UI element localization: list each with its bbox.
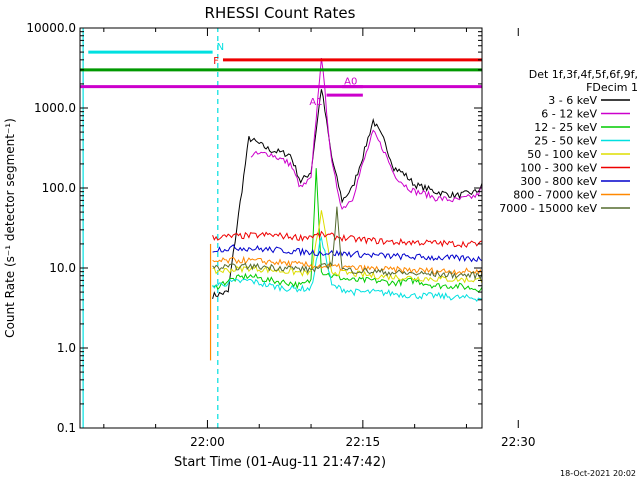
legend-header: FDecim 1 <box>586 81 638 94</box>
series-line <box>212 206 482 281</box>
legend-entry-label: 50 - 100 keV <box>527 148 597 161</box>
flag-label: A1 <box>309 97 322 108</box>
timestamp: 18-Oct-2021 20:02 <box>560 469 636 478</box>
flag-label: N <box>217 42 224 53</box>
y-tick-label: 10.0 <box>49 261 76 275</box>
series-line <box>212 168 482 293</box>
y-tick-label: 100.0 <box>42 181 76 195</box>
x-tick-label: 22:30 <box>501 435 536 449</box>
legend-entry-label: 3 - 6 keV <box>548 94 597 107</box>
series-line <box>212 89 482 300</box>
y-tick-label: 1.0 <box>57 341 76 355</box>
y-tick-label: 10000.0 <box>26 21 76 35</box>
legend-entry-label: 25 - 50 keV <box>534 135 597 148</box>
flag-label: F <box>213 56 219 67</box>
series-line <box>212 255 482 276</box>
plot-frame <box>79 27 483 429</box>
y-axis: 0.1 1.0 10.0 100.0 1000.0 10000.0 <box>26 21 482 435</box>
series-line <box>212 230 482 249</box>
series-line <box>212 210 482 284</box>
legend-entry-label: 300 - 800 keV <box>520 175 597 188</box>
x-tick-label: 22:15 <box>346 435 381 449</box>
legend-entry-label: 100 - 300 keV <box>520 162 597 175</box>
y-axis-label: Count Rate (s⁻¹ detector segment⁻¹) <box>3 118 17 338</box>
x-tick-label: 22:00 <box>190 435 225 449</box>
flag-label: A0 <box>344 77 357 88</box>
series-line <box>212 244 482 263</box>
series-line <box>250 58 482 211</box>
legend-header: Det 1f,3f,4f,5f,6f,9f, <box>529 68 638 81</box>
y-tick-label: 0.1 <box>57 421 76 435</box>
legend-entry-label: 6 - 12 keV <box>541 108 597 121</box>
legend-entry-label: 7000 - 15000 keV <box>499 202 597 215</box>
chart-title: RHESSI Count Rates <box>205 4 356 22</box>
legend: Det 1f,3f,4f,5f,6f,9f,FDecim 13 - 6 keV6… <box>499 68 638 215</box>
y-tick-label: 1000.0 <box>34 101 76 115</box>
series-line <box>212 235 482 302</box>
x-axis-label: Start Time (01-Aug-11 21:47:42) <box>174 455 386 470</box>
legend-entry-label: 12 - 25 keV <box>534 121 597 134</box>
legend-entry-label: 800 - 7000 keV <box>513 189 597 202</box>
